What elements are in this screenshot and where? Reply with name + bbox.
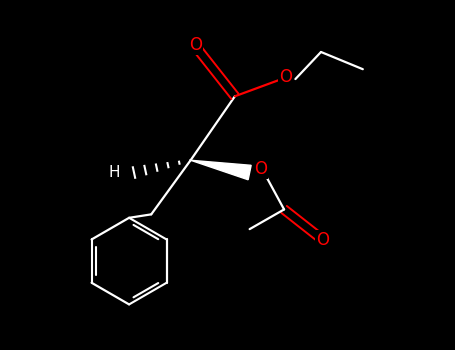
Text: H: H	[109, 165, 120, 180]
Text: O: O	[316, 231, 329, 250]
Polygon shape	[191, 160, 251, 180]
Text: O: O	[279, 68, 292, 86]
Text: O: O	[189, 36, 202, 54]
Text: O: O	[254, 160, 267, 177]
